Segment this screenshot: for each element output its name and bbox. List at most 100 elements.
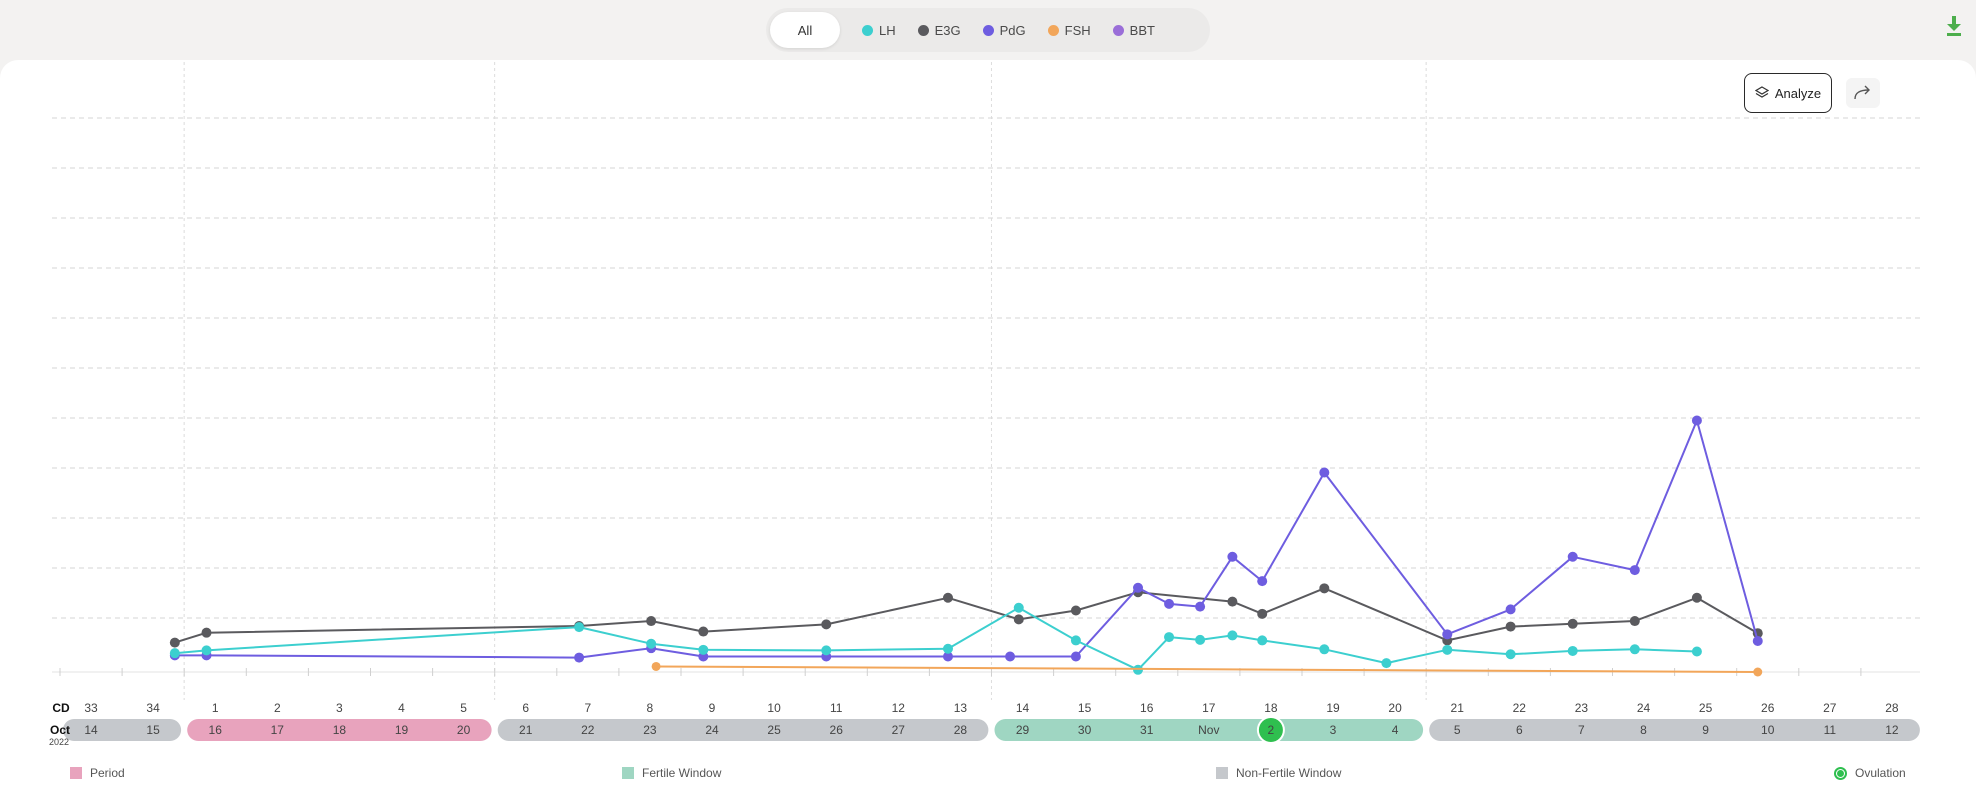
cycle-day-tick: 11 bbox=[830, 701, 843, 715]
series-line-e3g bbox=[174, 587, 1759, 644]
date-tick: 30 bbox=[1078, 723, 1092, 737]
cycle-day-tick: 25 bbox=[1699, 701, 1713, 715]
analyze-label: Analyze bbox=[1774, 85, 1822, 101]
series-line-pdg bbox=[174, 419, 1759, 659]
ovulation-marker bbox=[1258, 718, 1283, 742]
data-point-e3g bbox=[1319, 583, 1330, 594]
legend-nonfertile-window: Non-Fertile Window bbox=[1216, 766, 1341, 780]
date-tick: 29 bbox=[1016, 723, 1030, 737]
cycle-day-tick: 7 bbox=[584, 701, 591, 715]
filter-fsh-label: FSH bbox=[1064, 22, 1091, 38]
date-tick: 8 bbox=[1640, 723, 1647, 737]
data-point-e3g bbox=[169, 637, 180, 648]
cycle-day-tick: 28 bbox=[1885, 701, 1899, 715]
data-point-e3g bbox=[1505, 621, 1516, 632]
filter-e3g-button[interactable]: E3G bbox=[917, 23, 961, 38]
legend-fertile-window: Fertile Window bbox=[622, 766, 721, 780]
cycle-day-tick: 12 bbox=[892, 701, 906, 715]
analyze-button[interactable]: Analyze bbox=[1744, 73, 1832, 113]
data-point-lh bbox=[1505, 649, 1516, 660]
nonfertile-swatch bbox=[1216, 767, 1228, 779]
lh-dot-icon bbox=[862, 24, 873, 36]
data-point-pdg bbox=[1442, 629, 1453, 640]
data-point-lh bbox=[1164, 632, 1175, 643]
date-tick: 2 bbox=[1268, 723, 1275, 737]
date-tick: 10 bbox=[1761, 723, 1775, 737]
cycle-day-tick: 15 bbox=[1078, 701, 1092, 715]
cycle-day-tick: 19 bbox=[1326, 701, 1340, 715]
legend-ovulation-label: Ovulation bbox=[1855, 766, 1906, 780]
data-point-lh bbox=[698, 644, 709, 655]
filter-all-button[interactable]: All bbox=[770, 12, 840, 48]
data-point-lh bbox=[201, 645, 212, 656]
cycle-day-tick: 33 bbox=[84, 701, 98, 715]
data-point-lh bbox=[1442, 644, 1453, 655]
cycle-day-tick: 22 bbox=[1513, 701, 1527, 715]
date-tick: 11 bbox=[1824, 723, 1837, 737]
data-point-e3g bbox=[821, 619, 832, 630]
year-label: 2022 bbox=[49, 737, 69, 747]
data-point-lh bbox=[821, 645, 832, 656]
date-tick: 4 bbox=[1392, 723, 1399, 737]
cycle-day-tick: 20 bbox=[1388, 701, 1402, 715]
data-point-e3g bbox=[1227, 596, 1238, 607]
data-point-pdg bbox=[1629, 565, 1640, 576]
e3g-dot-icon bbox=[917, 24, 929, 36]
date-tick: 20 bbox=[457, 723, 471, 737]
data-point-pdg bbox=[1567, 551, 1578, 562]
data-point-e3g bbox=[1070, 605, 1081, 616]
data-point-pdg bbox=[1319, 467, 1330, 478]
filter-fsh-button[interactable]: FSH bbox=[1047, 22, 1091, 38]
filter-lh-button[interactable]: LH bbox=[862, 23, 896, 38]
phase-bar-nonfertile bbox=[63, 719, 182, 741]
date-tick: 9 bbox=[1702, 723, 1709, 737]
month-label: Oct bbox=[50, 723, 70, 737]
data-point-e3g bbox=[698, 626, 709, 637]
data-point-lh bbox=[1195, 634, 1206, 645]
layers-icon bbox=[1754, 86, 1769, 98]
date-tick: 17 bbox=[271, 723, 285, 737]
date-tick: 14 bbox=[84, 723, 98, 737]
date-tick: 3 bbox=[1330, 723, 1337, 737]
download-icon[interactable] bbox=[1944, 14, 1964, 38]
data-point-pdg bbox=[1070, 651, 1081, 662]
date-tick: 21 bbox=[519, 723, 533, 737]
share-arrow-icon bbox=[1854, 85, 1870, 100]
data-point-lh bbox=[1013, 602, 1024, 613]
data-point-pdg bbox=[1691, 415, 1702, 426]
legend-ovulation: Ovulation bbox=[1834, 766, 1906, 780]
filter-lh-label: LH bbox=[879, 22, 896, 38]
date-tick: 31 bbox=[1140, 723, 1154, 737]
pdg-dot-icon bbox=[982, 24, 994, 36]
cycle-day-tick: 14 bbox=[1016, 701, 1030, 715]
data-point-lh bbox=[1227, 630, 1238, 641]
data-point-lh bbox=[1567, 645, 1578, 656]
date-tick: 5 bbox=[1454, 723, 1461, 737]
data-point-pdg bbox=[1164, 598, 1175, 609]
data-point-lh bbox=[646, 638, 657, 649]
phase-bar-nonfertile bbox=[497, 719, 989, 741]
date-tick: 23 bbox=[643, 723, 657, 737]
filter-bbt-button[interactable]: BBT bbox=[1112, 23, 1155, 38]
data-point-pdg bbox=[574, 652, 585, 663]
series-line-lh bbox=[174, 606, 1697, 671]
data-point-e3g bbox=[1257, 608, 1268, 619]
date-tick: Nov bbox=[1198, 723, 1219, 737]
cycle-day-tick: 18 bbox=[1264, 701, 1278, 715]
cycle-day-tick: 23 bbox=[1575, 701, 1589, 715]
data-point-pdg bbox=[1133, 582, 1144, 593]
filter-pdg-button[interactable]: PdG bbox=[982, 23, 1026, 38]
legend-nonfertile-label: Non-Fertile Window bbox=[1236, 766, 1342, 780]
data-point-pdg bbox=[1195, 601, 1206, 612]
data-point-lh bbox=[1319, 644, 1330, 655]
date-tick: 6 bbox=[1516, 723, 1523, 737]
date-tick: 24 bbox=[705, 723, 719, 737]
legend-fertile-label: Fertile Window bbox=[642, 766, 722, 780]
data-point-fsh bbox=[1753, 667, 1763, 677]
data-point-pdg bbox=[1227, 551, 1238, 562]
cycle-day-tick: 5 bbox=[460, 701, 467, 715]
data-point-lh bbox=[942, 643, 953, 654]
phase-bar-period bbox=[187, 719, 492, 741]
share-button[interactable] bbox=[1846, 78, 1880, 108]
data-point-e3g bbox=[942, 592, 953, 603]
